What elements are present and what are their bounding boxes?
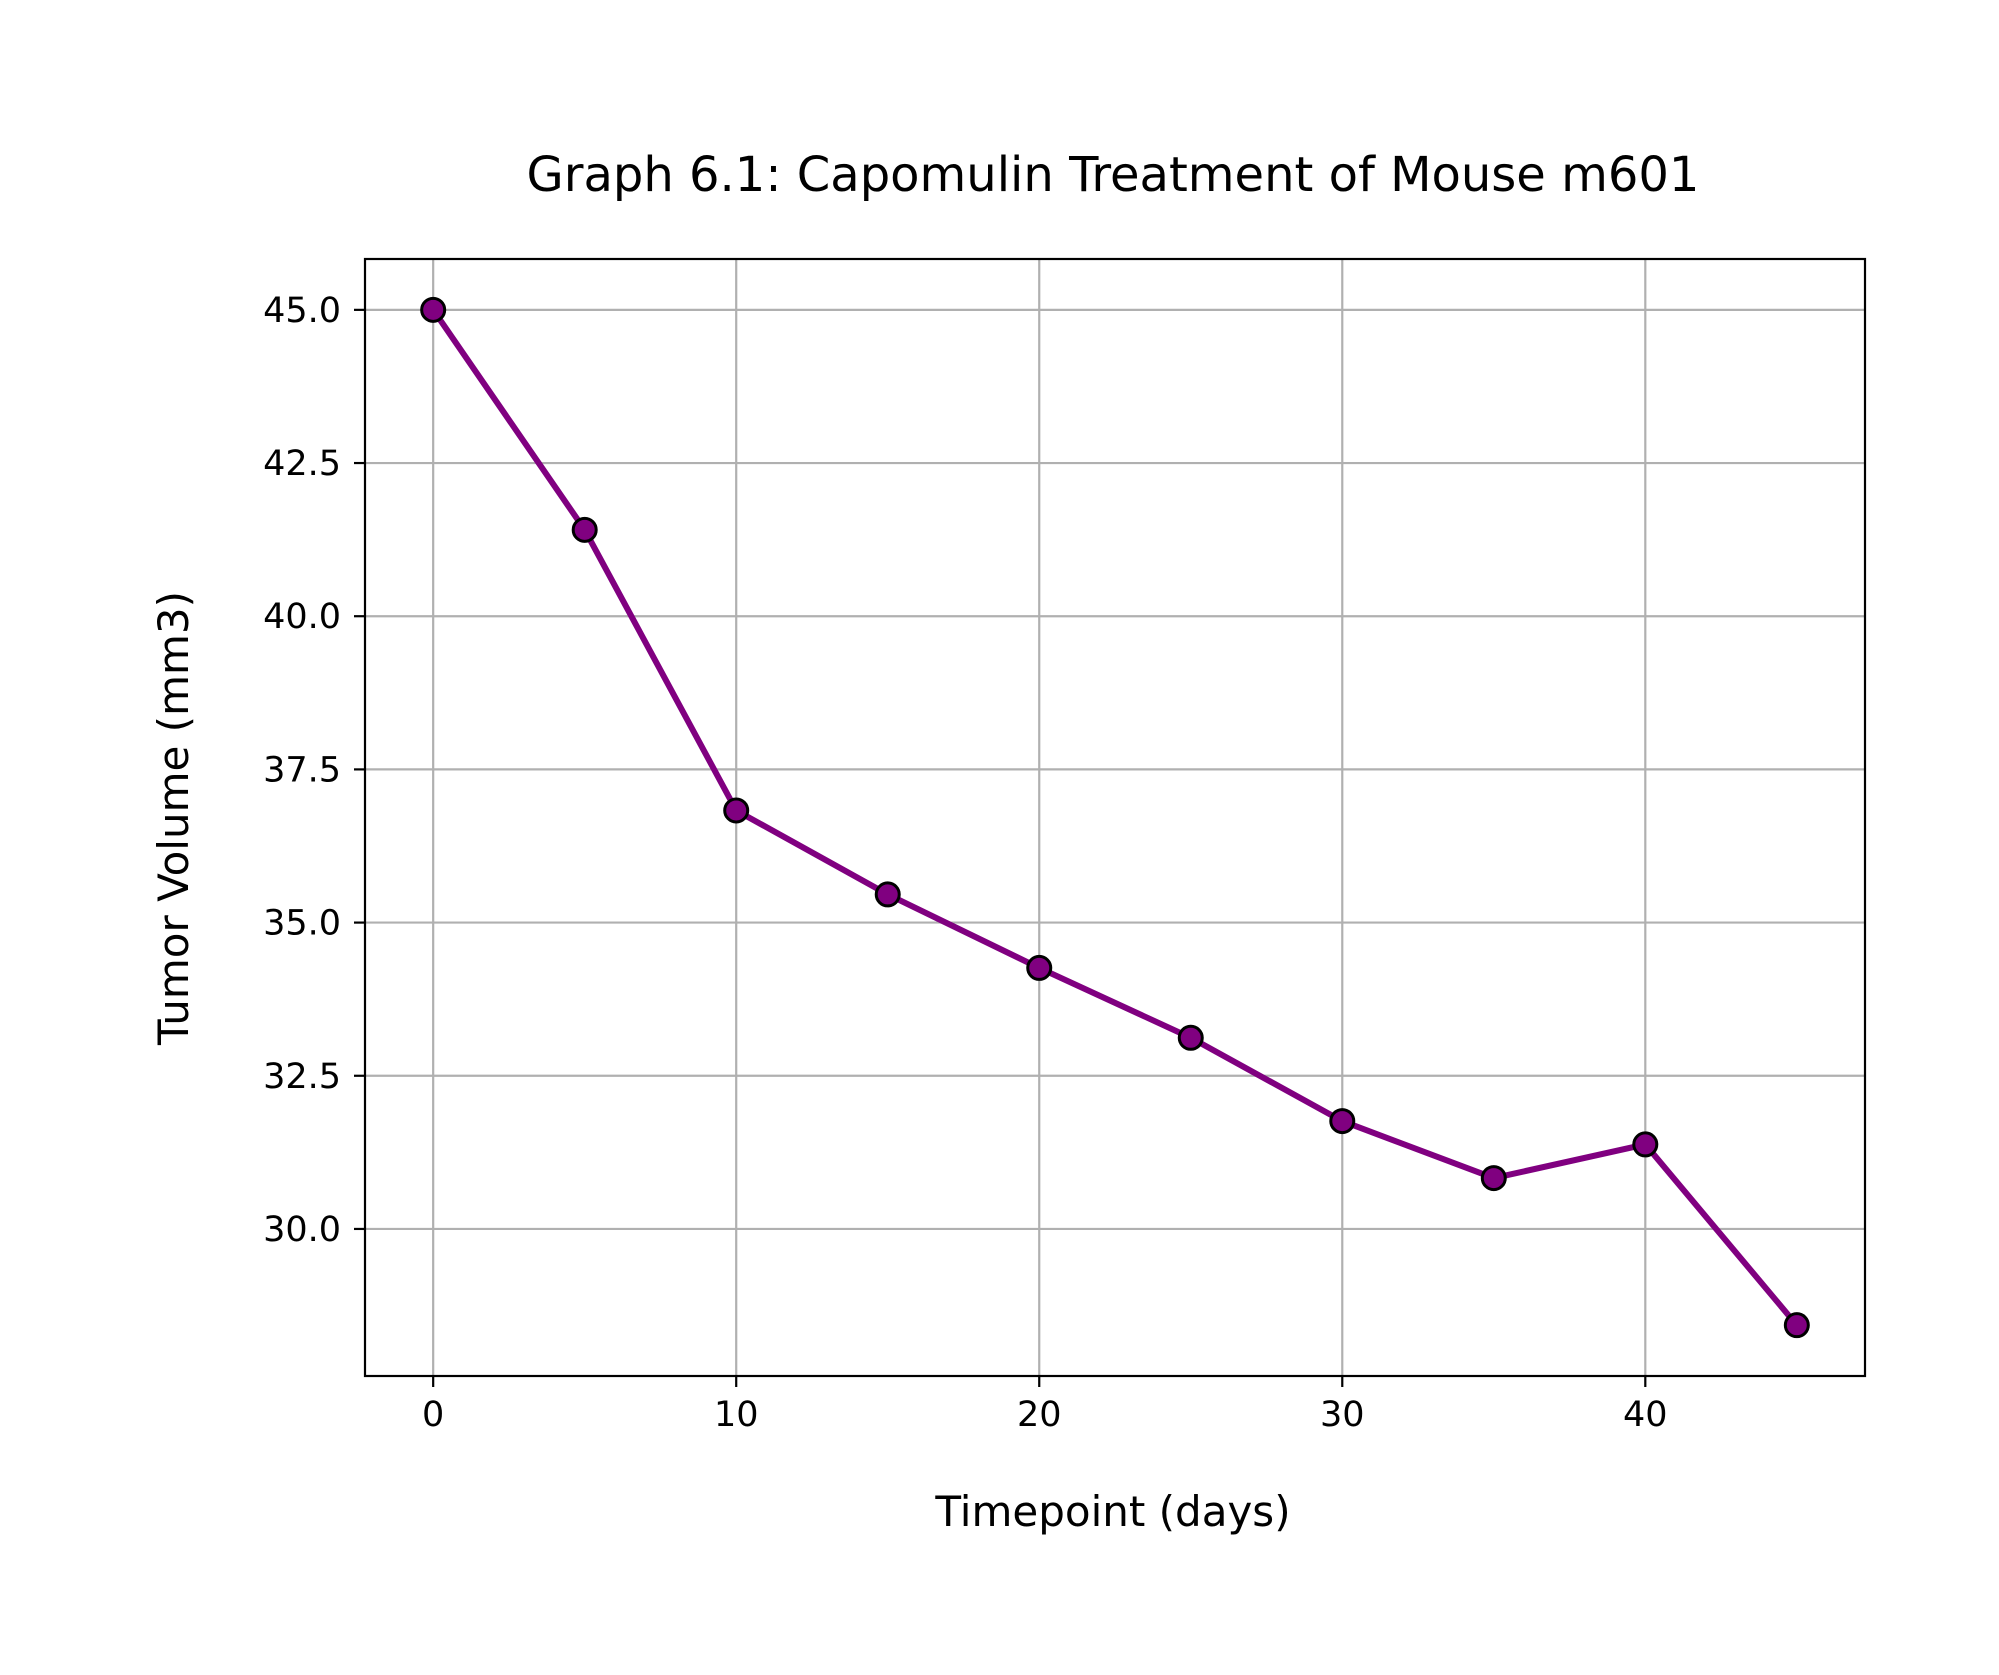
data-point [571,516,598,543]
y-tick-label: 37.5 [263,750,341,790]
data-point [1329,1108,1356,1135]
x-axis-label: Timepoint (days) [934,1487,1290,1536]
y-tick-label: 35.0 [263,904,341,944]
x-tick-label: 0 [422,1395,444,1435]
plot-area-frame [363,257,1867,1378]
series-layer [430,306,1800,1329]
markers-layer [420,296,1810,1339]
x-tick-label: 40 [1623,1395,1668,1435]
data-point [1177,1024,1204,1051]
data-point [1783,1312,1810,1339]
data-point [874,881,901,908]
data-point [1632,1131,1659,1158]
y-tick-label: 42.5 [263,444,341,484]
chart-title: Graph 6.1: Capomulin Treatment of Mouse … [527,147,1700,203]
ticks-layer: 0 10 20 30 40 30.0 32.5 35.0 37.5 40.0 42.5 45.0 [263,291,1668,1435]
y-tick-label: 30.0 [263,1210,341,1250]
y-tick-label: 32.5 [263,1057,341,1097]
x-tick-label: 10 [714,1395,759,1435]
y-axis-label: Tumor Volume (mm3) [149,591,198,1046]
data-point [1480,1165,1507,1192]
y-tick-label: 40.0 [263,597,341,637]
series-line [430,306,1800,1329]
data-point [420,296,447,323]
y-tick-label: 45.0 [263,291,341,331]
x-tick-label: 20 [1017,1395,1062,1435]
grid-layer [365,259,1865,1376]
data-point [723,797,750,824]
data-point [1026,954,1053,981]
x-tick-label: 30 [1320,1395,1365,1435]
